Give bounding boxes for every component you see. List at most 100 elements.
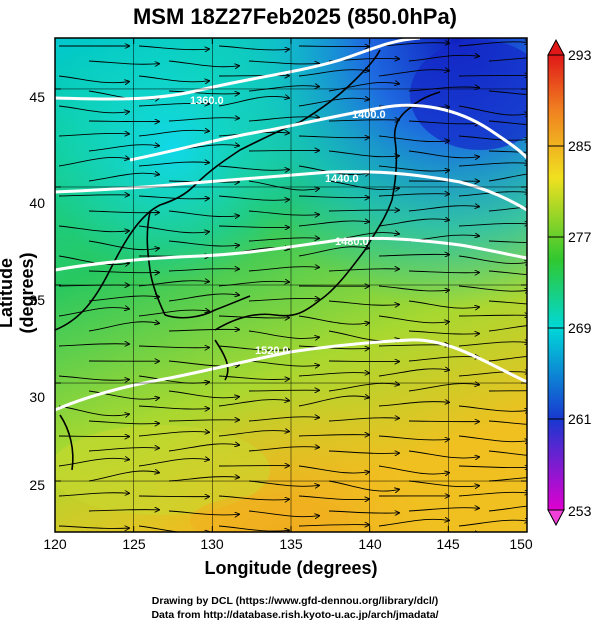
streamline [408,508,479,512]
streamline [248,360,319,366]
streamline [218,226,289,228]
streamline [488,505,527,512]
streamline [248,86,319,92]
streamline [378,194,449,196]
streamline [328,361,399,362]
streamline [328,269,399,271]
streamline [458,520,527,527]
colorbar-tick-label: 277 [568,229,592,245]
colorbar-tick-label: 285 [568,138,592,154]
streamline [488,173,527,182]
streamline [328,383,399,392]
streamline [458,255,527,263]
streamline [458,492,527,497]
streamline [248,298,319,301]
streamline [488,57,527,62]
streamline [298,315,369,324]
streamline [298,46,369,47]
x-tick-label: 135 [279,536,303,552]
streamline [58,195,129,196]
y-tick-label: 40 [29,195,45,211]
streamline [58,308,129,317]
streamline [168,420,239,421]
streamline [408,421,479,422]
streamline [408,55,479,62]
colorbar-bottom-arrow [547,509,565,527]
streamline [328,82,399,92]
streamline [218,345,289,350]
streamline [378,135,449,142]
streamline [138,281,209,287]
streamline [168,294,239,302]
streamline [138,346,209,348]
height-contours [55,38,527,412]
wind-streamlines [58,42,527,532]
streamline [248,267,319,272]
streamline [458,342,527,347]
y-tick-label: 35 [29,292,45,308]
streamline [328,511,399,513]
contour-1400 [129,103,527,162]
streamline [488,355,527,362]
streamline [58,75,129,83]
streamline [248,447,319,452]
contour-label: 1480.0 [335,236,369,248]
streamline [58,493,129,497]
streamline [218,431,289,437]
streamline [458,163,527,167]
streamline [408,206,479,212]
x-tick-label: 125 [122,536,146,552]
y-tick-label: 25 [29,477,45,493]
streamline [138,75,209,82]
streamline [298,465,369,473]
streamline [248,480,319,486]
streamline [168,210,239,217]
streamline [458,372,527,377]
streamline [138,45,209,50]
streamline [488,477,527,482]
streamline [378,219,449,227]
streamline [378,165,449,171]
streamline [378,519,449,527]
streamline [378,315,449,323]
streamline [168,269,239,271]
streamline [168,477,239,482]
contour-label: 1360.0 [190,95,224,107]
streamline [298,495,369,500]
streamline [328,180,399,190]
streamline [88,322,159,332]
streamline [488,90,527,96]
streamline [298,98,369,107]
streamline [88,271,159,273]
streamline [138,103,209,106]
streamline [218,525,289,531]
streamline [488,150,527,153]
streamline [88,240,159,250]
streamline [408,330,479,334]
credit-data: Data from http://database.rish.kyoto-u.a… [151,609,439,621]
streamline [218,495,289,500]
streamline [138,162,209,167]
contour-1360 [55,38,421,101]
streamline [298,373,369,377]
streamline [138,225,209,233]
streamline [138,432,209,437]
contour-label: 1520.0 [255,345,289,357]
streamline [218,96,289,107]
streamline [88,145,159,152]
streamline [88,173,159,182]
x-tick-label: 120 [43,536,67,552]
streamline [298,396,369,407]
streamline [328,480,399,491]
contour-label: 1400.0 [352,109,386,121]
streamline [88,510,159,511]
streamline [328,150,399,157]
streamline [88,121,159,122]
coastlines [55,49,441,471]
streamline [458,135,527,140]
colorbar-tick-label: 269 [568,320,592,336]
streamline [88,60,159,64]
streamline [168,90,239,94]
streamline [88,448,159,452]
streamline [248,210,319,215]
